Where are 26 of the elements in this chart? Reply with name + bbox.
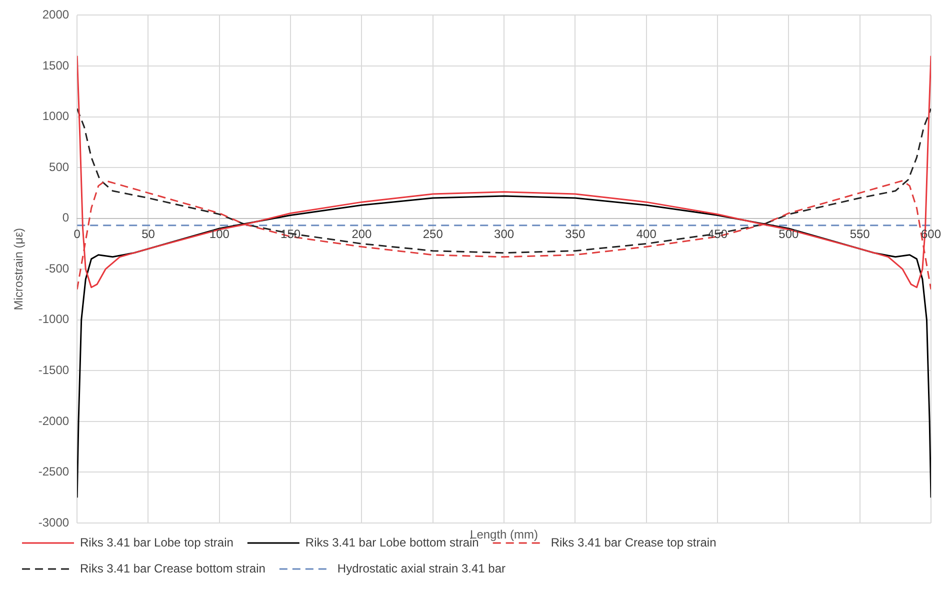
y-tick-label: 2000 <box>42 8 70 22</box>
y-tick-label: 1500 <box>42 58 70 72</box>
y-tick-label: 500 <box>49 160 70 174</box>
x-tick-label: 200 <box>352 226 372 241</box>
x-tick-label: 300 <box>494 226 514 241</box>
y-axis-title: Microstrain (με) <box>12 228 26 310</box>
y-tick-label: -2000 <box>38 414 70 428</box>
y-tick-label: -500 <box>45 261 70 276</box>
legend-label: Riks 3.41 bar Crease top strain <box>550 535 716 550</box>
legend-label: Hydrostatic axial strain 3.41 bar <box>337 561 506 576</box>
y-tick-label: -3000 <box>38 515 70 530</box>
x-tick-label: 50 <box>142 226 156 241</box>
x-tick-label: 0 <box>74 226 81 241</box>
x-tick-label: 100 <box>209 226 230 241</box>
y-tick-label: 0 <box>62 210 70 225</box>
x-tick-label: 400 <box>636 226 657 241</box>
y-tick-label: 1000 <box>42 109 70 124</box>
x-tick-label: 350 <box>565 226 586 241</box>
x-tick-label: 550 <box>850 226 870 241</box>
y-tick-label: -1500 <box>38 362 70 377</box>
y-tick-label: -2500 <box>38 464 70 479</box>
y-tick-label: -1000 <box>38 312 70 326</box>
x-tick-label: 500 <box>778 226 800 241</box>
x-tick-label: 250 <box>422 226 444 241</box>
legend-label: Riks 3.41 bar Crease bottom strain <box>80 561 266 576</box>
legend-label: Riks 3.41 bar Lobe top strain <box>80 535 234 550</box>
